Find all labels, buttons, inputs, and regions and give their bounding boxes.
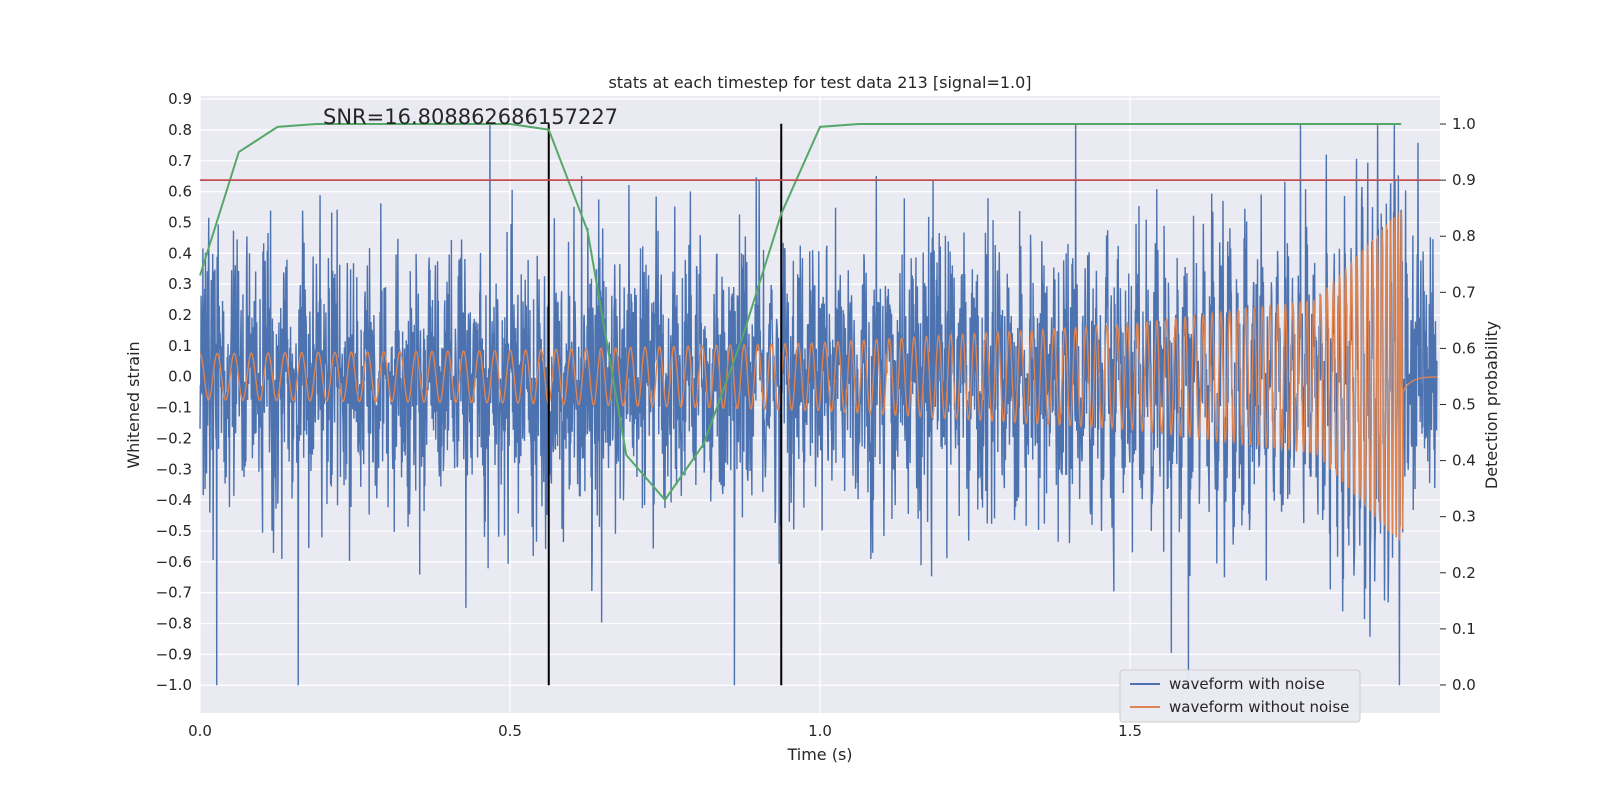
tick-labels: 0.9 0.8 0.7 0.6 0.5 0.4 0.3 0.2 0.1 0.0 −0.1 −0.2 −0… [156, 90, 1476, 740]
y-tick-label: −0.1 [156, 399, 192, 417]
y-tick-label: −0.5 [156, 522, 192, 540]
y-tick-label: −1.0 [156, 676, 192, 694]
y-tick-label: 0.8 [168, 121, 192, 139]
legend-label-clean: waveform without noise [1169, 698, 1349, 716]
y2-tick-label: 0.6 [1452, 339, 1476, 357]
y-tick-label: 0.2 [168, 306, 192, 324]
y2-tick-label: 0.8 [1452, 227, 1476, 245]
y-tick-label: 0.5 [168, 213, 192, 231]
y-tick-label: −0.3 [156, 460, 192, 478]
y-tick-label: −0.8 [156, 615, 192, 633]
y2-tick-label: 0.4 [1452, 452, 1476, 470]
y-axis-label: Whitened strain [124, 341, 143, 468]
vertical-markers [547, 123, 783, 686]
detection-probability-line [199, 123, 1402, 502]
legend-box [1119, 669, 1361, 723]
y-tick-label: −0.9 [156, 645, 192, 663]
y2-tick-label: 0.3 [1452, 508, 1476, 526]
y2-axis-label: Detection probability [1482, 321, 1501, 489]
x-axis-label: Time (s) [786, 745, 852, 764]
y-tick-label: 0.4 [168, 244, 192, 262]
y-tick-label: 0.0 [168, 368, 192, 386]
y-tick-label: 0.6 [168, 183, 192, 201]
y-tick-label: −0.2 [156, 429, 192, 447]
noisy-waveform-line [199, 123, 1438, 686]
clean-waveform-line [199, 211, 1437, 541]
y-tick-label: −0.4 [156, 491, 192, 509]
y2-tick-label: 0.9 [1452, 171, 1476, 189]
y2-tick-label: 0.7 [1452, 283, 1476, 301]
y-tick-label: 0.7 [168, 152, 192, 170]
x-tick-label: 0.0 [188, 722, 212, 740]
y-tick-label: 0.9 [168, 90, 192, 108]
noisy-waveform-series [199, 123, 1438, 686]
y2-tick-label: 1.0 [1452, 115, 1476, 133]
y2-tick-label: 0.2 [1452, 564, 1476, 582]
detection-probability-series [199, 123, 1402, 502]
y-tick-label: −0.7 [156, 584, 192, 602]
clean-waveform-series [199, 211, 1437, 541]
x-tick-label: 1.0 [808, 722, 832, 740]
y-tick-label: 0.1 [168, 337, 192, 355]
legend: waveform with noise waveform without noi… [1119, 669, 1361, 723]
y2-tick-label: 0.5 [1452, 396, 1476, 414]
chart-title: stats at each timestep for test data 213… [608, 73, 1031, 92]
y2-tick-label: 0.1 [1452, 620, 1476, 638]
snr-annotation: SNR=16.808862686157227 [323, 105, 618, 129]
y-tick-label: −0.6 [156, 553, 192, 571]
y-tick-label: 0.3 [168, 275, 192, 293]
x-tick-label: 0.5 [498, 722, 522, 740]
y2-tick-label: 0.0 [1452, 676, 1476, 694]
x-tick-label: 1.5 [1118, 722, 1142, 740]
legend-label-noisy: waveform with noise [1169, 675, 1325, 693]
